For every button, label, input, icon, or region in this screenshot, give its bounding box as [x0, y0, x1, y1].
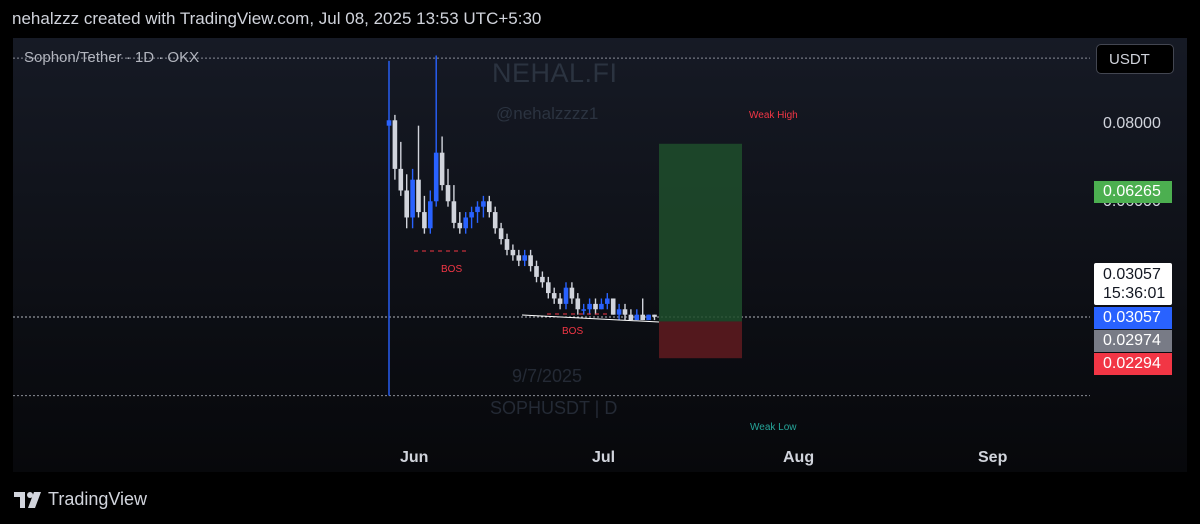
- candle-body: [634, 314, 640, 321]
- candle-body: [439, 152, 445, 186]
- last-price-badge: 0.03057: [1094, 307, 1172, 329]
- stop-loss-price-badge: 0.02294: [1094, 353, 1172, 375]
- candle-body: [475, 206, 480, 213]
- candle-body: [463, 217, 468, 229]
- candle-body: [593, 303, 598, 310]
- candle-body: [628, 314, 634, 321]
- bar-countdown: 15:36:01: [1103, 285, 1166, 302]
- candle-body: [510, 249, 516, 256]
- candle-body: [646, 314, 651, 321]
- stop-loss-zone[interactable]: [659, 321, 742, 359]
- current-price-value: 0.03057: [1103, 266, 1161, 283]
- watermark-handle: @nehalzzzz1: [496, 104, 599, 123]
- candle-body: [569, 287, 575, 299]
- weak-high-label: Weak High: [749, 110, 798, 121]
- candle-body: [605, 298, 610, 304]
- take-profit-price-badge: 0.06265: [1094, 181, 1172, 203]
- candle-body: [640, 314, 645, 321]
- candle-body: [599, 303, 604, 310]
- tradingview-logo-icon: [14, 491, 41, 508]
- candle-body: [610, 298, 616, 315]
- current-price-badge: 0.03057 15:36:01: [1094, 263, 1172, 305]
- candle-body: [398, 168, 404, 191]
- candle-body: [652, 314, 657, 317]
- candle-body: [522, 255, 527, 261]
- candle-body: [433, 152, 439, 202]
- watermark-date: 9/7/2025: [512, 366, 583, 386]
- candle-body: [557, 298, 563, 304]
- candle-body: [416, 179, 421, 213]
- candle-body: [428, 201, 433, 229]
- candle-body: [492, 212, 498, 229]
- x-tick-jun: Jun: [400, 449, 429, 466]
- candle-body: [392, 120, 398, 169]
- chart-panel[interactable]: [13, 38, 1187, 472]
- x-tick-aug: Aug: [783, 449, 815, 466]
- take-profit-zone[interactable]: [659, 143, 742, 322]
- candle-body: [481, 201, 486, 207]
- support-trendline: [521, 314, 660, 323]
- candle-body: [469, 212, 474, 218]
- candle-body: [563, 287, 569, 304]
- candle-body: [587, 303, 592, 310]
- candle-body: [386, 120, 392, 126]
- x-tick-jul: Jul: [592, 449, 616, 466]
- bos-label-lower: BOS: [562, 326, 583, 337]
- candle-body: [534, 266, 539, 277]
- candle-body: [498, 228, 504, 240]
- x-tick-sep: Sep: [978, 449, 1008, 466]
- candle-body: [487, 201, 492, 213]
- weak-low-label: Weak Low: [750, 422, 797, 433]
- candle-body: [528, 255, 533, 267]
- candle-body: [457, 222, 463, 229]
- currency-button[interactable]: USDT: [1096, 44, 1174, 74]
- candle-body: [516, 255, 522, 261]
- candle-body: [622, 309, 628, 315]
- tradingview-brand: TradingView: [48, 489, 148, 509]
- candle-body: [410, 179, 415, 218]
- candle-body: [616, 309, 622, 315]
- candle-body: [445, 185, 451, 202]
- candle-body: [581, 309, 586, 311]
- entry-price-badge: 0.02974: [1094, 330, 1172, 352]
- candle-body: [551, 293, 557, 299]
- candle-body: [422, 212, 427, 229]
- y-tick-label: 0.08000: [1103, 115, 1161, 132]
- candle-body: [540, 276, 545, 283]
- candle-body: [404, 190, 409, 218]
- candle-body: [504, 239, 510, 250]
- watermark-title: NEHAL.FI: [492, 58, 618, 88]
- bos-label-upper: BOS: [441, 264, 462, 275]
- candle-body: [575, 298, 581, 310]
- candle-body: [546, 282, 551, 294]
- symbol-title[interactable]: Sophon/Tether · 1D · OKX: [24, 49, 200, 66]
- chart-header: nehalzzz created with TradingView.com, J…: [12, 9, 542, 28]
- candle-body: [451, 201, 457, 223]
- tradingview-footer[interactable]: TradingView: [14, 489, 147, 510]
- watermark-symbol: SOPHUSDT | D: [490, 398, 618, 418]
